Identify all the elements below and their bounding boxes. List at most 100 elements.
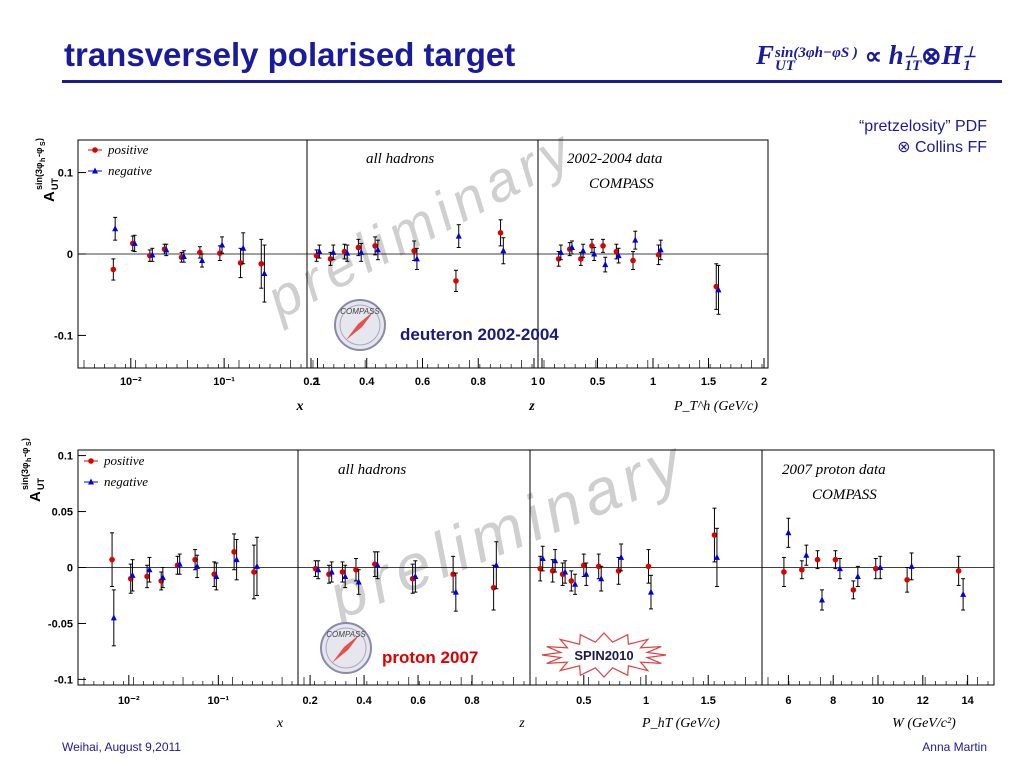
data-point-negative	[180, 252, 187, 259]
formula-term2-sup: ⊥	[963, 45, 977, 61]
data-point-negative	[374, 246, 381, 253]
y-label-sup-close: )	[20, 438, 30, 441]
data-point-negative	[500, 247, 507, 254]
data-point-positive	[955, 568, 962, 574]
annotation-all-hadrons: all hadrons	[338, 462, 406, 478]
data-point-positive	[327, 256, 334, 262]
x-tick-label: 0.6	[410, 695, 425, 707]
data-point-positive	[600, 243, 606, 249]
x-tick-label: 14	[961, 695, 974, 707]
data-point-negative	[452, 588, 459, 595]
x-tick-label: 0.2	[302, 695, 317, 707]
x-tick-label: 0.4	[359, 376, 375, 388]
data-point-negative	[632, 236, 639, 243]
x-axis-label: z	[518, 716, 525, 731]
data-point-positive	[450, 571, 456, 578]
legend-label-positive: positive	[103, 453, 145, 468]
data-point-negative	[591, 250, 598, 257]
y-label-sup-s: S	[26, 441, 33, 446]
data-point-positive	[258, 260, 265, 267]
data-point-positive	[655, 252, 662, 258]
data-point-positive	[411, 247, 417, 254]
data-point-negative	[149, 251, 156, 258]
y-label-sup: sin(3φ	[20, 462, 30, 490]
formula-lhs: F	[756, 40, 775, 70]
x-tick-label: 10	[872, 695, 884, 707]
x-axis-label: P_T^h (GeV/c)	[673, 399, 758, 414]
data-point-negative	[413, 255, 420, 262]
y-tick-label: 0.1	[58, 168, 73, 180]
data-point-negative	[598, 575, 605, 582]
y-axis-label: AUT sin(3φh-φS)	[34, 138, 60, 202]
data-point-negative	[163, 246, 170, 253]
legend-marker	[88, 478, 94, 485]
data-point-negative	[240, 244, 247, 251]
x-tick-label: 0.8	[471, 376, 486, 388]
data-point-positive	[580, 562, 587, 569]
panel-3: 6 8 10 12 14 W (GeV/c²)	[761, 450, 994, 731]
compass-logo-text: COMPASS	[326, 630, 366, 639]
data-point-positive	[832, 556, 839, 563]
x-axis-label: x	[296, 399, 304, 414]
annotation-all-hadrons: all hadrons	[366, 151, 434, 167]
data-point-positive	[615, 568, 622, 574]
data-point-negative	[112, 225, 119, 232]
data-point-negative	[199, 257, 206, 264]
data-point-negative	[261, 270, 268, 277]
data-point-negative	[819, 596, 825, 603]
data-point-negative	[233, 556, 240, 563]
data-point-positive	[630, 257, 636, 264]
data-point-negative	[219, 241, 226, 248]
data-point-negative	[562, 568, 569, 575]
formula-term1-sup: ⊥	[904, 45, 918, 61]
data-point-negative	[803, 551, 810, 558]
x-tick-label: 8	[830, 695, 836, 707]
data-point-negative	[493, 561, 500, 568]
compass-logo-ring	[325, 627, 367, 669]
y-label-sub: UT	[36, 478, 46, 490]
data-point-negative	[213, 572, 220, 579]
data-point-negative	[854, 572, 861, 579]
data-point-negative	[316, 248, 323, 255]
data-point-positive	[595, 563, 602, 570]
panel-1: 0.2 0.4 0.6 0.8 z	[297, 450, 530, 731]
x-tick-label: 0.5	[590, 376, 605, 388]
formula-term1-indices: ⊥ 1T	[904, 45, 922, 74]
panel-1: 0.2 0.4 0.6 0.8 1 z	[303, 140, 538, 414]
formula-term2-indices: ⊥ 1	[963, 45, 977, 74]
data-point-positive	[313, 252, 320, 259]
y-tick-label: 0	[67, 563, 73, 575]
title-underline	[62, 80, 1002, 83]
formula-term1: h	[888, 40, 904, 70]
y-label-A: A	[41, 191, 58, 202]
x-axis-label: x	[276, 716, 284, 731]
data-point-negative	[355, 578, 362, 585]
data-point-negative	[908, 562, 915, 569]
data-point-negative	[552, 557, 559, 564]
data-point-negative	[455, 232, 462, 239]
data-point-positive	[781, 569, 787, 575]
formula-lhs-indices: sin(3φh−φS ) UT	[775, 46, 858, 74]
y-label-sup-h: h	[40, 158, 47, 162]
x-axis-label: z	[528, 399, 535, 414]
x-tick-label: 0.8	[464, 695, 479, 707]
data-point-negative	[412, 572, 419, 579]
data-point-positive	[490, 584, 497, 591]
y-tick-label: -0.1	[54, 674, 73, 686]
data-point-negative	[342, 572, 349, 579]
y-tick-label: 0.1	[58, 451, 73, 463]
data-point-positive	[537, 565, 544, 572]
legend-marker	[92, 167, 98, 174]
data-point-negative	[344, 249, 351, 256]
x-tick-label: 0	[539, 376, 545, 388]
data-point-negative	[785, 529, 792, 536]
data-point-negative	[131, 239, 138, 246]
data-point-positive	[339, 569, 346, 575]
spin2010-badge-text: SPIN2010	[574, 648, 633, 663]
data-point-positive	[711, 532, 718, 538]
compass-logo-ring	[339, 304, 381, 346]
formula-proportional: ∝	[864, 44, 882, 70]
x-tick-label: 0.2	[303, 376, 318, 388]
